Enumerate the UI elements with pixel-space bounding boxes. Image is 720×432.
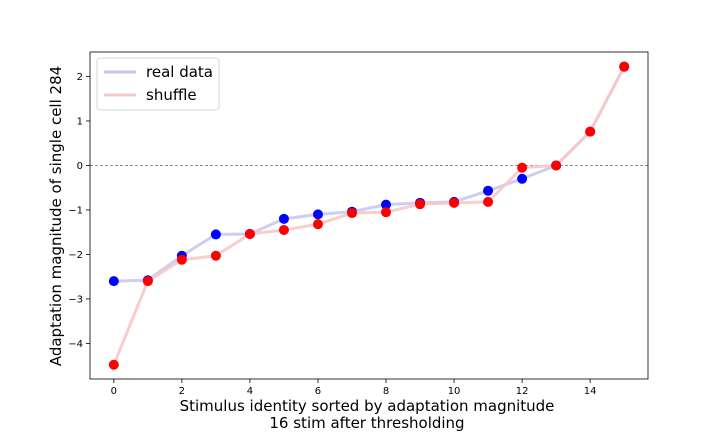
legend-label-shuffle: shuffle (146, 86, 197, 104)
x-axis-subtitle: 16 stim after thresholding (269, 414, 464, 432)
y-tick-label: −2 (68, 250, 83, 261)
plot-frame (89, 51, 649, 380)
legend-label-real-data: real data (146, 63, 213, 81)
series-layer (90, 61, 648, 370)
x-tick-label: 0 (111, 386, 117, 397)
x-tick-label: 8 (383, 386, 389, 397)
data-point-shuffle (619, 61, 630, 72)
data-point-shuffle (551, 160, 562, 171)
data-point-real-data (483, 185, 494, 196)
data-point-real-data (312, 209, 323, 220)
x-tick-label: 6 (315, 386, 321, 397)
data-point-shuffle (415, 199, 426, 210)
data-point-real-data (108, 276, 119, 287)
series-line-shuffle (112, 65, 626, 366)
x-tick-label: 2 (179, 386, 185, 397)
y-tick-label: −4 (68, 339, 83, 350)
data-point-shuffle (381, 207, 392, 218)
y-tick-label: 0 (77, 161, 83, 172)
series-line-real-data (113, 65, 626, 283)
x-tick-label: 4 (247, 386, 253, 397)
data-point-shuffle (449, 197, 460, 208)
x-tick-label: 14 (584, 386, 597, 397)
data-point-real-data (381, 199, 392, 210)
data-point-shuffle (210, 250, 221, 261)
data-point-shuffle (176, 254, 187, 265)
data-point-real-data (278, 213, 289, 224)
data-point-shuffle (585, 126, 596, 137)
data-point-shuffle (312, 219, 323, 230)
x-axis-title: Stimulus identity sorted by adaptation m… (180, 397, 555, 415)
legend: real data shuffle (96, 57, 220, 111)
data-point-shuffle (483, 196, 494, 207)
data-point-real-data (210, 229, 221, 240)
y-tick-label: 2 (77, 72, 83, 83)
data-point-shuffle (244, 228, 255, 239)
data-point-shuffle (108, 359, 119, 370)
y-axis-title: Adaptation magnitude of single cell 284 (47, 66, 65, 366)
data-point-shuffle (278, 224, 289, 235)
y-tick-label: −1 (68, 205, 83, 216)
data-point-real-data (517, 173, 528, 184)
data-point-shuffle (142, 276, 153, 287)
data-point-shuffle (346, 208, 357, 219)
y-tick-label: −3 (68, 294, 83, 305)
x-tick-label: 12 (516, 386, 529, 397)
y-tick-label: 1 (77, 116, 83, 127)
data-point-shuffle (517, 162, 528, 173)
x-tick-label: 10 (448, 386, 461, 397)
